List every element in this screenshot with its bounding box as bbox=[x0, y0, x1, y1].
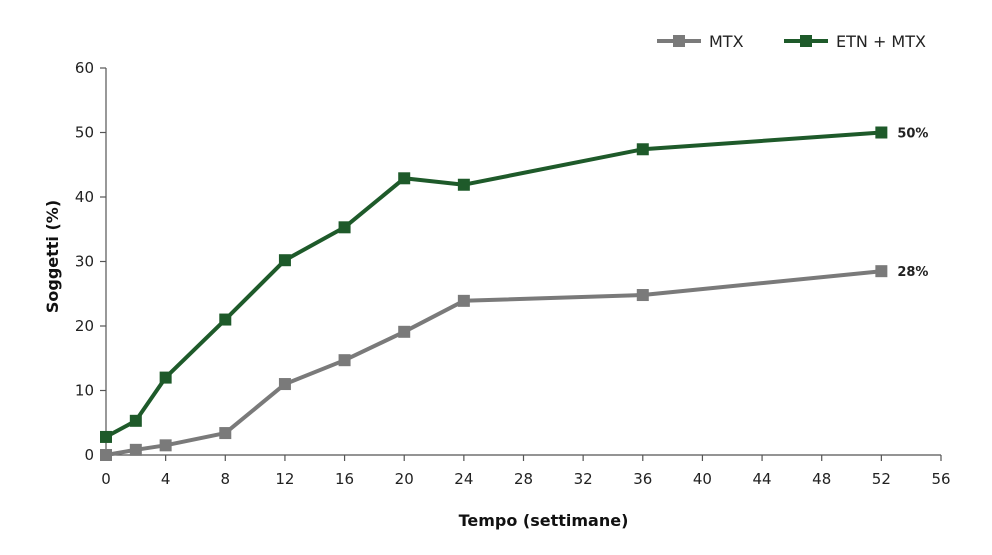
legend-item-mtx: MTX bbox=[657, 32, 744, 51]
data-point bbox=[100, 449, 112, 461]
x-tick-label: 8 bbox=[221, 470, 231, 488]
x-tick-label: 20 bbox=[395, 470, 414, 488]
data-point bbox=[219, 427, 232, 440]
y-tick-label: 30 bbox=[75, 253, 94, 271]
x-axis-title: Tempo (settimane) bbox=[459, 511, 629, 530]
data-point bbox=[398, 325, 411, 338]
data-point bbox=[398, 172, 411, 185]
data-point bbox=[159, 371, 172, 384]
y-tick-label: 50 bbox=[75, 124, 94, 142]
data-point bbox=[100, 430, 112, 443]
data-point bbox=[278, 254, 291, 267]
series-etn-mtx: 50% bbox=[100, 126, 928, 443]
x-tick-label: 16 bbox=[335, 470, 354, 488]
data-point bbox=[457, 178, 470, 191]
x-tick-label: 36 bbox=[633, 470, 652, 488]
x-tick-label: 40 bbox=[693, 470, 712, 488]
data-point bbox=[159, 439, 172, 452]
legend-label: ETN + MTX bbox=[836, 32, 926, 51]
x-tick-label: 56 bbox=[931, 470, 950, 488]
series-mtx: 28% bbox=[100, 265, 928, 461]
series-line bbox=[105, 269, 882, 457]
x-tick-label: 48 bbox=[812, 470, 831, 488]
y-tick-label: 0 bbox=[84, 446, 94, 464]
series-line bbox=[105, 130, 882, 439]
data-point bbox=[338, 221, 351, 234]
data-point bbox=[875, 126, 888, 139]
legend: MTX ETN + MTX bbox=[657, 32, 926, 51]
x-tick-label: 24 bbox=[454, 470, 473, 488]
x-tick-label: 44 bbox=[753, 470, 772, 488]
x-tick-label: 0 bbox=[101, 470, 111, 488]
y-tick-label: 40 bbox=[75, 188, 94, 206]
x-tick-label: 4 bbox=[161, 470, 171, 488]
data-point bbox=[636, 289, 649, 302]
y-tick-label: 10 bbox=[75, 382, 94, 400]
x-tick-label: 32 bbox=[574, 470, 593, 488]
legend-swatch-marker bbox=[800, 35, 812, 47]
data-point bbox=[219, 313, 232, 326]
y-tick-label: 20 bbox=[75, 317, 94, 335]
legend-label: MTX bbox=[709, 32, 744, 51]
legend-swatch-marker bbox=[673, 35, 685, 47]
legend-item-etn-mtx: ETN + MTX bbox=[784, 32, 926, 51]
data-point bbox=[875, 265, 888, 278]
data-point bbox=[457, 294, 470, 307]
series-layer: 28% 50% bbox=[100, 126, 928, 461]
data-point bbox=[129, 443, 142, 456]
end-value-label: 28% bbox=[897, 265, 928, 280]
data-point bbox=[129, 414, 142, 427]
end-value-label: 50% bbox=[897, 127, 928, 142]
x-tick-label: 12 bbox=[275, 470, 294, 488]
y-tick-label: 60 bbox=[75, 59, 94, 77]
y-axis-title: Soggetti (%) bbox=[43, 200, 62, 313]
data-point bbox=[636, 143, 649, 156]
data-point bbox=[278, 378, 291, 391]
x-tick-label: 52 bbox=[872, 470, 891, 488]
data-point bbox=[338, 354, 351, 367]
x-tick-label: 28 bbox=[514, 470, 533, 488]
